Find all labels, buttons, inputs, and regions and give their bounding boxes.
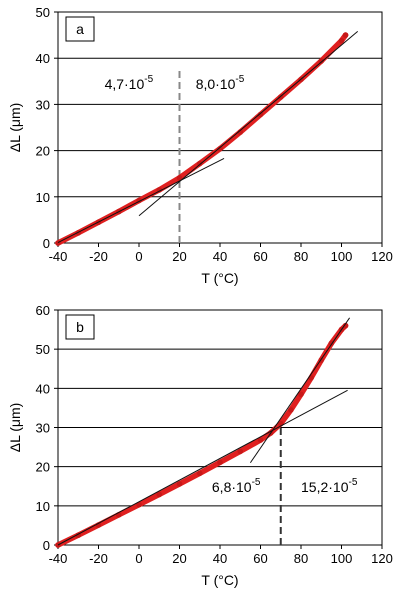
chart-1-x-axis-title: T (°C) xyxy=(201,572,238,588)
chart-0-data-point xyxy=(342,32,349,38)
chart-1-data-point xyxy=(257,437,264,443)
chart-1-data-point xyxy=(288,407,294,413)
chart-0-panel-label-box xyxy=(65,16,95,42)
chart-1-x-tick-label: 40 xyxy=(213,551,227,566)
chart-1-y-tick-label: 10 xyxy=(36,499,50,514)
chart-1-series-line xyxy=(55,322,349,548)
chart-0-coefficient-value: 8,0·10 xyxy=(196,76,236,92)
chart-1-y-tick-label: 30 xyxy=(36,421,50,436)
chart-1-panel-label: b xyxy=(76,319,84,335)
chart-0-data-point xyxy=(318,58,325,64)
chart-0-data-point xyxy=(196,160,203,167)
chart-1-y-tick-label: 60 xyxy=(36,303,50,318)
chart-1-coefficient-exponent: -5 xyxy=(252,477,261,488)
chart-1-x-tick-label: -20 xyxy=(89,551,108,566)
chart-1-y-tick-label: 50 xyxy=(36,342,50,357)
chart-0-coefficient-value: 4,7·10 xyxy=(105,76,145,92)
chart-0-x-tick-label: 80 xyxy=(294,249,308,264)
chart-1-coefficient-value: 6,8·10 xyxy=(212,479,252,495)
chart-0-panel-label: a xyxy=(76,21,84,37)
chart-1-data-point xyxy=(237,448,244,455)
chart-0-data-point xyxy=(257,111,264,118)
chart-1-y-tick-label: 40 xyxy=(36,381,50,396)
chart-0-y-tick-label: 10 xyxy=(36,190,50,205)
chart-0-data-point xyxy=(156,187,163,193)
chart-1-data-point xyxy=(217,459,223,466)
chart-1-data-point xyxy=(136,501,142,508)
chart-0-x-tick-label: 20 xyxy=(172,249,186,264)
chart-1-coefficient-label: 6,8·10-5 xyxy=(212,477,261,495)
chart-1-data-point xyxy=(298,391,304,398)
chart-0-y-tick-label: 30 xyxy=(36,97,50,112)
chart-1-x-tick-label: 80 xyxy=(294,551,308,566)
chart-0-x-tick-label: 60 xyxy=(253,249,267,264)
chart-1-data-point xyxy=(342,322,349,329)
chart-1-coefficient-exponent: -5 xyxy=(348,477,357,488)
chart-0-data-point xyxy=(237,129,244,135)
chart-1-y-tick-label: 0 xyxy=(43,538,50,553)
chart-0-fit-line xyxy=(57,158,225,243)
chart-0-y-tick-label: 20 xyxy=(36,144,50,159)
chart-0-x-tick-label: 0 xyxy=(135,249,142,264)
chart-0-y-tick-label: 0 xyxy=(43,236,50,251)
chart-0-data-point xyxy=(338,37,345,44)
chart-0-x-tick-label: -40 xyxy=(49,249,68,264)
chart-1-x-tick-label: 0 xyxy=(135,551,142,566)
chart-1-x-tick-label: 20 xyxy=(172,551,186,566)
chart-1-x-tick-label: -40 xyxy=(49,551,68,566)
chart-1-coefficient-value: 15,2·10 xyxy=(301,479,349,495)
chart-1-x-tick-label: 60 xyxy=(253,551,267,566)
chart-1-x-tick-label: 120 xyxy=(371,551,393,566)
chart-1-data-point xyxy=(156,491,163,498)
chart-0-data-point xyxy=(217,145,223,152)
chart-0-coefficient-label: 8,0·10-5 xyxy=(196,74,245,92)
chart-1-data-point xyxy=(196,470,203,477)
chart-0-series-line xyxy=(55,32,349,246)
chart-1-panel-label-box xyxy=(65,314,95,340)
chart-1-data-point xyxy=(176,481,183,487)
chart-1-coefficient-label: 15,2·10-5 xyxy=(301,477,358,495)
chart-1-y-axis-title: ΔL (μm) xyxy=(7,403,23,453)
chart-0-x-tick-label: -20 xyxy=(89,249,108,264)
chart-0-x-tick-label: 40 xyxy=(213,249,227,264)
chart-0-x-axis-title: T (°C) xyxy=(201,270,238,286)
chart-1-x-tick-label: 100 xyxy=(331,551,353,566)
chart-1-y-tick-label: 20 xyxy=(36,460,50,475)
chart-0-coefficient-label: 4,7·10-5 xyxy=(105,74,154,92)
chart-0-x-tick-label: 120 xyxy=(371,249,393,264)
chart-0-y-tick-label: 40 xyxy=(36,51,50,66)
chart-0-y-tick-label: 50 xyxy=(36,5,50,20)
chart-1-fit-line xyxy=(57,389,348,546)
chart-0-fit-line xyxy=(138,31,359,217)
chart-0-x-tick-label: 100 xyxy=(331,249,353,264)
chart-0-coefficient-exponent: -5 xyxy=(144,74,153,85)
chart-0-coefficient-exponent: -5 xyxy=(235,74,244,85)
chart-0-data-point xyxy=(176,175,183,181)
chart-1-fit-line xyxy=(249,317,351,464)
chart-0-y-axis-title: ΔL (μm) xyxy=(7,103,23,153)
